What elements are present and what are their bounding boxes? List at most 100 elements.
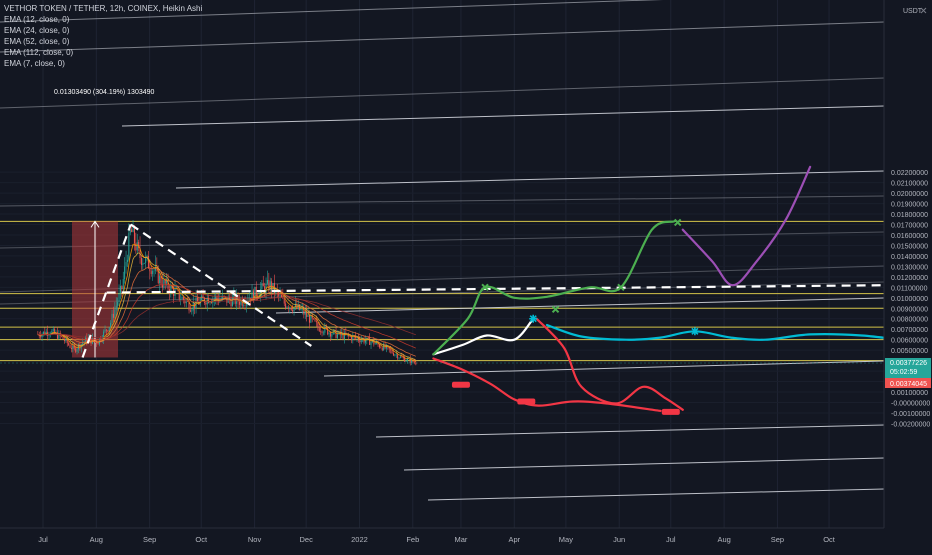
candle-body (364, 340, 366, 343)
candle-body (65, 338, 67, 341)
candle-body (307, 315, 309, 317)
red-marker-1 (451, 381, 470, 388)
candle-body (182, 296, 184, 301)
candle-body (230, 300, 232, 307)
candle-body (402, 357, 404, 359)
candle-body (397, 354, 399, 359)
channel-line-4 (175, 170, 885, 189)
candle-body (293, 307, 295, 312)
candle-body (125, 262, 127, 267)
green-x-marker-1 (481, 283, 489, 292)
ema-24-line (37, 267, 416, 357)
candle-body (292, 309, 294, 312)
channel-line-6 (0, 231, 885, 249)
candle-body (79, 344, 81, 349)
last-price-value: 0.00377226 (890, 360, 927, 367)
candle-body (135, 243, 137, 251)
candle-body (317, 322, 319, 328)
green-x-marker-3-shape (617, 283, 625, 292)
candle-body (399, 356, 401, 358)
candle-body (189, 310, 191, 312)
candle-body (159, 275, 161, 284)
symbol-title[interactable]: VETHOR TOKEN / TETHER, 12h, COINEX, Heik… (4, 4, 203, 13)
projection-green-1 (432, 220, 676, 356)
ema-value-text: 0.00374045 (890, 381, 927, 388)
candle-body (153, 270, 155, 272)
candle-body (56, 332, 58, 339)
candle-body (66, 338, 68, 344)
legend: VETHOR TOKEN / TETHER, 12h, COINEX, Heik… (4, 3, 202, 69)
price-tick-label: 0.01600000 (891, 233, 928, 240)
legend-ema-12[interactable]: EMA (12, close, 0) (4, 15, 70, 24)
measure-arrow-head (90, 220, 100, 228)
candle-body (164, 279, 166, 284)
channel-line-12 (403, 457, 885, 471)
candle-body (370, 341, 372, 345)
candle-body (210, 302, 212, 304)
channel-line-11 (375, 424, 885, 438)
time-tick-label: Sep (771, 535, 784, 544)
candle-body (42, 331, 44, 335)
candle-body (335, 330, 337, 339)
candle-body (68, 343, 70, 345)
price-tick-label: -0.00200000 (891, 421, 930, 428)
price-tick-label: 0.01800000 (891, 212, 928, 219)
legend-ema-112[interactable]: EMA (112, close, 0) (4, 48, 74, 57)
candle-body (240, 299, 242, 305)
candle-body (363, 338, 365, 343)
price-badges: 0.00377226 05:02:59 0.00374045 (0, 358, 931, 389)
candle-body (244, 305, 246, 306)
candle-body (401, 356, 403, 358)
price-tick-label: 0.02000000 (891, 191, 928, 198)
candle-body (331, 334, 333, 337)
price-tick-label: -0.00000000 (891, 401, 930, 408)
candle-body (48, 334, 50, 336)
green-x-marker-1-shape (481, 283, 489, 292)
time-tick-labels: Jul Aug Sep Oct Nov Dec 2022 Feb Mar Apr May Jun Jul… (38, 535, 836, 544)
price-tick-label: -0.00100000 (891, 411, 930, 418)
candle-body (73, 345, 75, 349)
dashed-trendline-1 (130, 223, 312, 347)
candle-body (405, 360, 407, 362)
price-tick-label: 0.01100000 (891, 285, 928, 292)
candle-body (231, 297, 233, 307)
close-icon (920, 7, 927, 14)
candle-body (142, 263, 144, 265)
candle-body (304, 311, 306, 315)
candle-body (254, 286, 256, 301)
cyan-star-marker-2 (690, 327, 699, 336)
candle-body (126, 259, 128, 263)
candle-body (147, 255, 149, 269)
candle-body (310, 315, 312, 323)
candle-body (163, 279, 165, 288)
price-tick-label: 0.01300000 (891, 264, 928, 271)
legend-ema-52[interactable]: EMA (52, close, 0) (4, 37, 70, 46)
time-tick-label: Apr (508, 535, 520, 544)
candle-body (385, 345, 387, 349)
dashed-trendline-2 (106, 284, 885, 294)
candle-body (195, 297, 197, 309)
candle-body (359, 340, 361, 343)
time-tick-label: Jun (613, 535, 625, 544)
candle-body (107, 330, 109, 332)
candle-body (227, 297, 229, 303)
currency-label: USDT (903, 8, 923, 15)
candle-body (41, 334, 43, 338)
price-tick-label: 0.02200000 (891, 170, 928, 177)
candle-body (350, 336, 352, 341)
legend-ema-7[interactable]: EMA (7, close, 0) (4, 59, 65, 68)
legend-ema-24[interactable]: EMA (24, close, 0) (4, 26, 70, 35)
channel-line-2 (0, 77, 885, 109)
candle-body (388, 347, 390, 350)
candle-body (266, 279, 268, 284)
candle-body (380, 347, 382, 349)
candle-body (90, 337, 92, 344)
candle-body (108, 327, 110, 332)
candle-body (349, 336, 351, 337)
candle-body (325, 326, 327, 329)
candle-body (44, 331, 46, 335)
marker-layer (451, 218, 699, 415)
